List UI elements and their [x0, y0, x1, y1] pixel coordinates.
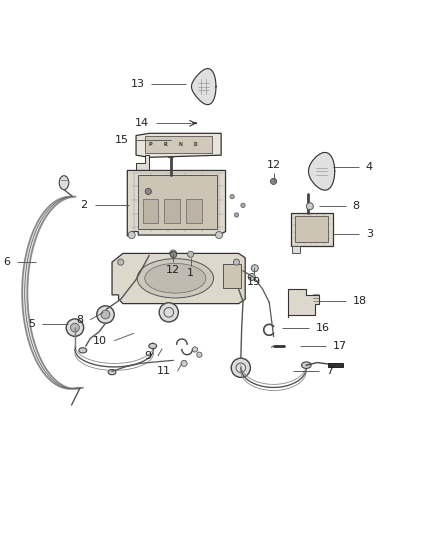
- Circle shape: [181, 360, 187, 367]
- Ellipse shape: [108, 369, 116, 375]
- Circle shape: [170, 250, 177, 257]
- Ellipse shape: [137, 259, 214, 298]
- Text: 2: 2: [81, 200, 88, 211]
- Text: 18: 18: [353, 296, 367, 306]
- Ellipse shape: [149, 343, 157, 349]
- Circle shape: [159, 303, 178, 322]
- Circle shape: [230, 195, 234, 199]
- Circle shape: [215, 231, 223, 239]
- Ellipse shape: [79, 348, 87, 353]
- Ellipse shape: [145, 263, 206, 293]
- Polygon shape: [308, 152, 335, 190]
- Text: R: R: [163, 142, 167, 147]
- Text: 7: 7: [326, 366, 333, 376]
- Polygon shape: [288, 289, 319, 317]
- Text: 12: 12: [166, 265, 180, 275]
- Polygon shape: [136, 155, 149, 171]
- Circle shape: [118, 259, 124, 265]
- Bar: [145, 136, 212, 153]
- Circle shape: [128, 231, 135, 239]
- Text: 5: 5: [28, 319, 35, 329]
- Circle shape: [306, 203, 313, 210]
- Bar: [164, 199, 180, 223]
- Text: 13: 13: [131, 79, 145, 89]
- Circle shape: [170, 252, 177, 258]
- Polygon shape: [127, 171, 226, 236]
- Circle shape: [251, 265, 258, 272]
- Bar: [328, 362, 343, 367]
- Circle shape: [66, 319, 84, 336]
- Bar: [143, 199, 158, 223]
- Circle shape: [234, 213, 239, 217]
- Text: D: D: [194, 142, 198, 147]
- Circle shape: [241, 203, 245, 207]
- Bar: [291, 213, 332, 246]
- Circle shape: [233, 259, 240, 265]
- Circle shape: [170, 251, 176, 257]
- Bar: [186, 199, 201, 223]
- Text: 14: 14: [134, 118, 149, 128]
- Circle shape: [97, 306, 114, 323]
- Text: 1: 1: [187, 269, 194, 278]
- Bar: [223, 264, 241, 288]
- Ellipse shape: [59, 176, 69, 190]
- Text: 16: 16: [315, 324, 329, 334]
- Text: 6: 6: [4, 257, 11, 267]
- Polygon shape: [191, 69, 216, 104]
- Text: 4: 4: [366, 162, 373, 172]
- Text: 15: 15: [115, 135, 129, 145]
- Circle shape: [187, 251, 194, 257]
- Circle shape: [101, 310, 110, 319]
- Text: 9: 9: [144, 351, 151, 361]
- Bar: [138, 175, 217, 229]
- Text: 10: 10: [93, 336, 107, 346]
- Circle shape: [197, 352, 202, 357]
- Text: P: P: [148, 142, 152, 147]
- Text: 11: 11: [156, 366, 170, 376]
- Bar: [295, 216, 328, 243]
- Circle shape: [192, 347, 198, 352]
- Ellipse shape: [301, 362, 311, 368]
- Text: 17: 17: [333, 341, 347, 351]
- Circle shape: [145, 188, 151, 195]
- Text: 8: 8: [353, 201, 360, 211]
- Polygon shape: [292, 246, 300, 253]
- Text: 19: 19: [247, 277, 261, 287]
- Circle shape: [231, 358, 251, 377]
- Text: N: N: [179, 142, 183, 147]
- Text: 8: 8: [76, 315, 83, 325]
- Text: 3: 3: [366, 229, 373, 239]
- Polygon shape: [112, 253, 245, 304]
- Circle shape: [271, 179, 277, 184]
- Text: 12: 12: [266, 160, 281, 170]
- Circle shape: [71, 323, 79, 332]
- Circle shape: [248, 273, 255, 280]
- Polygon shape: [136, 133, 221, 157]
